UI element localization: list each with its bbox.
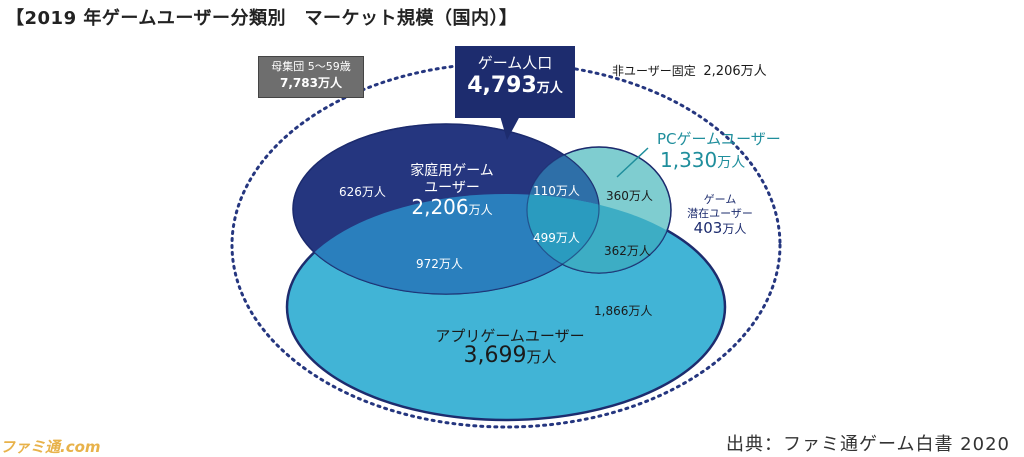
non-user-value: 2,206万人 [703,64,767,79]
app-value: 3,699 [463,343,527,368]
non-user-title: 非ユーザー固定 [612,64,696,78]
source-credit: 出典：ファミ通ゲーム白書 2020 [726,434,1010,455]
region-all-three: 499万人 [533,231,580,245]
game-population-unit: 万人 [536,81,563,96]
pc-unit: 万人 [717,155,746,171]
potential-unit: 万人 [722,222,747,236]
non-user-label: 非ユーザー固定 2,206万人 [612,60,767,79]
pc-value-wrap: 1,330万人 [660,148,745,172]
game-population-box: ゲーム人口 4,793万人 [455,46,575,118]
region-pc-app: 362万人 [604,244,651,258]
console-app-overlap [293,194,599,294]
population-value: 7,783万人 [280,76,342,90]
console-unit: 万人 [468,203,493,217]
potential-label: ゲーム 潜在ユーザー 403万人 [680,193,760,236]
console-value: 2,206 [411,195,469,219]
app-label: アプリゲームユーザー [435,327,585,345]
region-pc-only: 360万人 [606,189,653,203]
pc-label: PCゲームユーザー [657,130,781,148]
game-population-label: ゲーム人口 [477,54,553,72]
game-population-value: 4,793 [467,73,537,98]
pc-value: 1,330 [660,148,718,172]
pc-leader-line [616,147,649,178]
region-console-only: 626万人 [339,185,386,199]
population-box: 母集団 5〜59歳 7,783万人 [258,56,364,98]
app-value-wrap: 3,699万人 [430,343,590,368]
console-label-line1: 家庭用ゲーム [410,163,494,179]
region-console-pc: 110万人 [533,184,580,198]
famitsu-logo: ファミ通.com [0,438,101,456]
page-title: 【2019 年ゲームユーザー分類別 マーケット規模（国内）】 [6,8,518,29]
console-label-line2: ユーザー [424,180,480,196]
all-three-overlap [527,194,599,273]
potential-label-line2: 潜在ユーザー [687,207,753,220]
region-console-app: 972万人 [416,257,463,271]
population-label: 母集団 5〜59歳 [271,60,351,73]
console-label: 家庭用ゲーム ユーザー 2,206万人 [392,163,512,219]
region-app-only: 1,866万人 [594,304,653,318]
app-unit: 万人 [526,348,557,366]
game-pop-pointer [500,116,520,140]
potential-value: 403 [693,219,723,237]
potential-label-line1: ゲーム [703,193,737,206]
